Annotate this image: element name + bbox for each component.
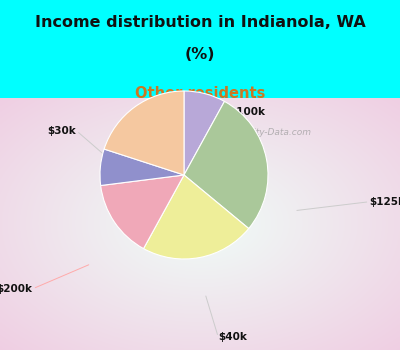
Text: Income distribution in Indianola, WA: Income distribution in Indianola, WA xyxy=(35,15,365,30)
Text: City-Data.com: City-Data.com xyxy=(248,128,312,137)
Wedge shape xyxy=(184,102,268,229)
Wedge shape xyxy=(101,175,184,248)
Wedge shape xyxy=(100,149,184,186)
Text: Other residents: Other residents xyxy=(135,86,265,101)
Wedge shape xyxy=(144,175,249,259)
Text: $100k: $100k xyxy=(230,107,266,117)
Text: ⓘ: ⓘ xyxy=(230,128,236,138)
Text: $30k: $30k xyxy=(48,126,76,136)
Wedge shape xyxy=(184,91,224,175)
Text: $200k: $200k xyxy=(0,284,33,294)
Text: (%): (%) xyxy=(185,47,215,62)
Text: $40k: $40k xyxy=(218,332,247,342)
Text: $125k: $125k xyxy=(370,197,400,207)
Wedge shape xyxy=(104,91,184,175)
